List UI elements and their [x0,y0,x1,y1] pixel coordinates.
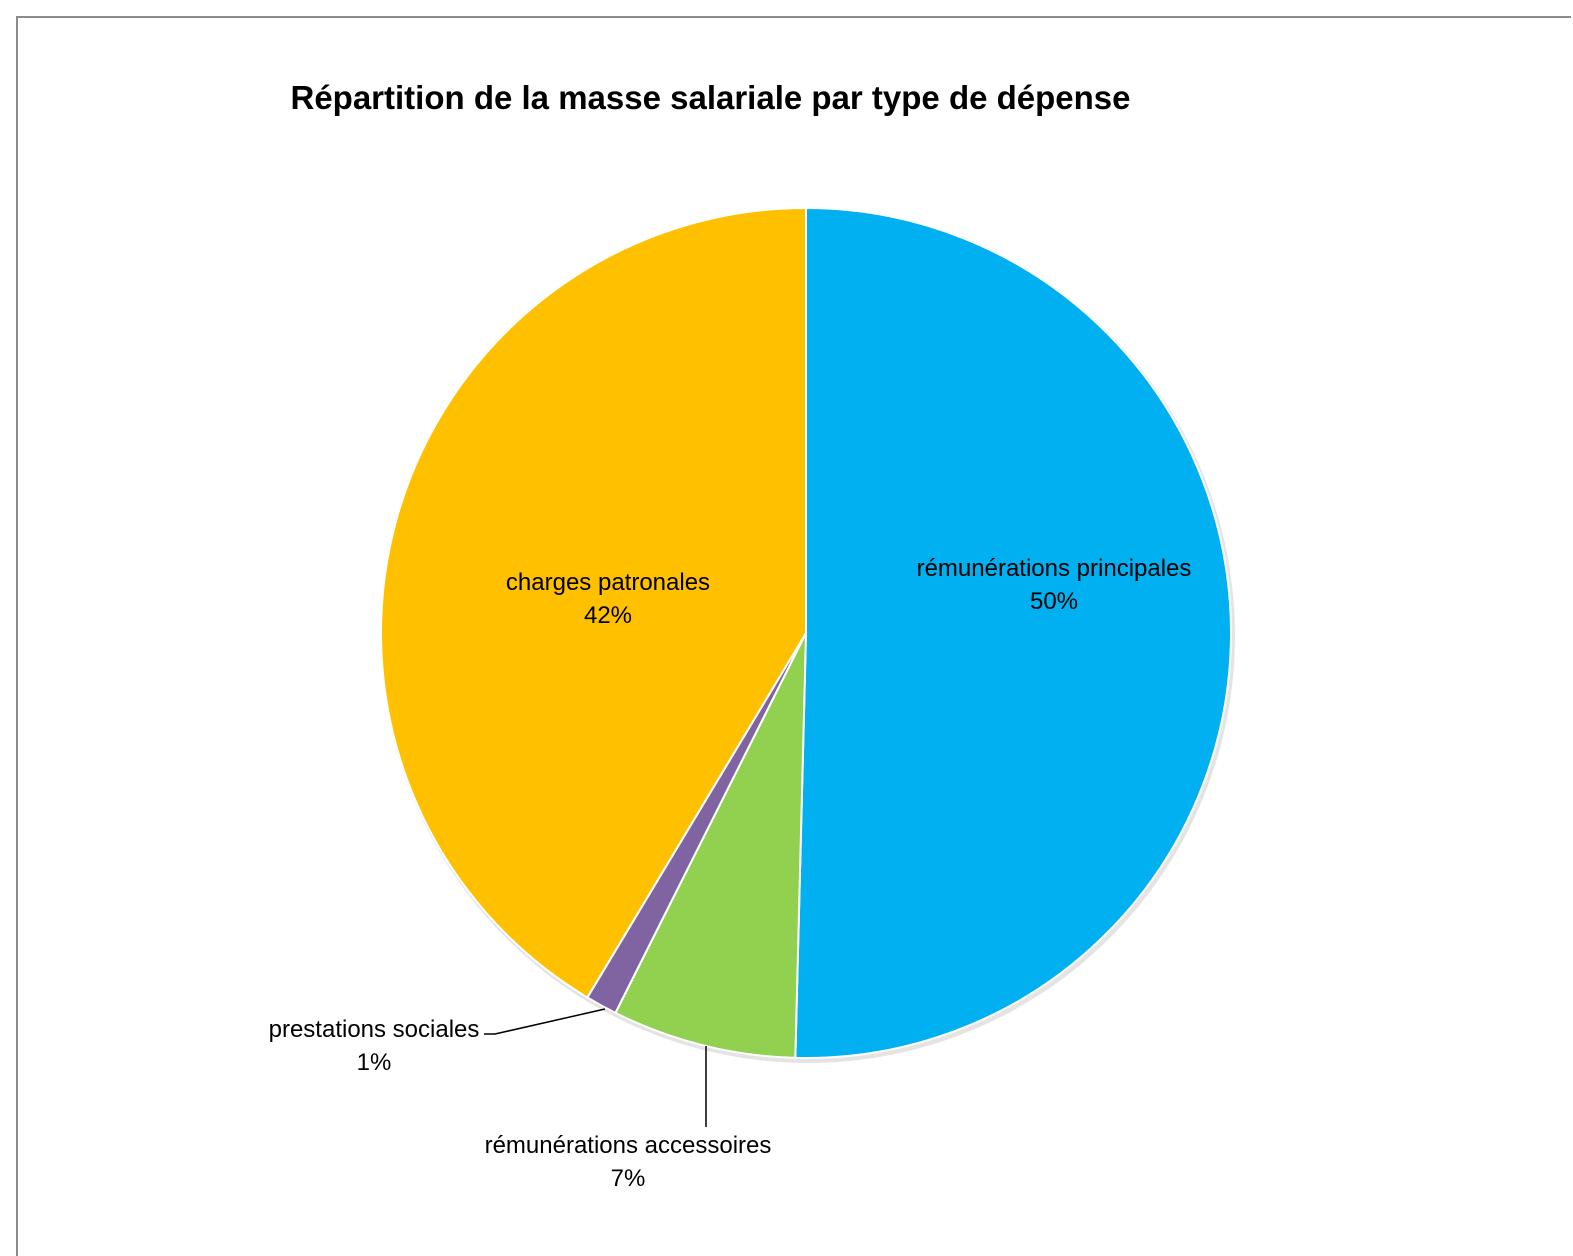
slice-label-2: prestations sociales [269,1016,480,1043]
slice-percent-3: 42% [584,602,632,629]
slice-percent-1: 7% [611,1165,646,1192]
slice-label-1: rémunérations accessoires [485,1132,772,1159]
slice-percent-2: 1% [357,1049,392,1076]
pie-slice-1 [614,632,807,1059]
slice-label-3: charges patronales [506,569,710,596]
slice-label-0: rémunérations principales [917,555,1192,582]
pie-slice-0 [794,207,1232,1059]
leader-line-2 [484,1008,606,1035]
pie-slice-3 [380,207,807,999]
slice-percent-0: 50% [1030,588,1078,615]
chart-title: Répartition de la masse salariale par ty… [290,79,1131,116]
